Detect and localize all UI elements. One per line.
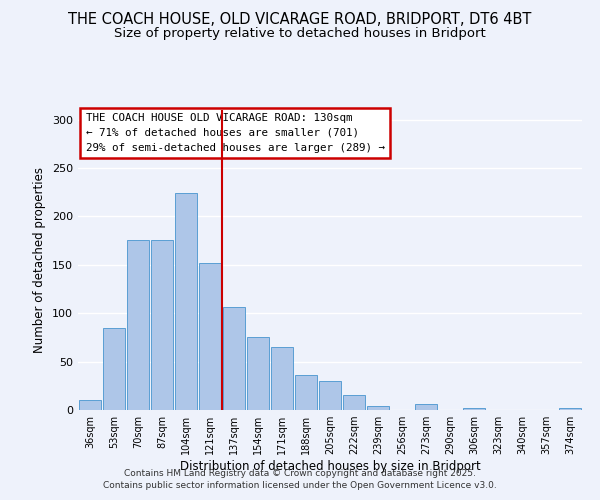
Text: Size of property relative to detached houses in Bridport: Size of property relative to detached ho… — [114, 28, 486, 40]
Bar — [79, 400, 101, 410]
Text: THE COACH HOUSE, OLD VICARAGE ROAD, BRIDPORT, DT6 4BT: THE COACH HOUSE, OLD VICARAGE ROAD, BRID… — [68, 12, 532, 28]
Bar — [247, 338, 269, 410]
Bar — [319, 381, 341, 410]
Bar — [271, 347, 293, 410]
Text: Contains public sector information licensed under the Open Government Licence v3: Contains public sector information licen… — [103, 481, 497, 490]
Text: Contains HM Land Registry data © Crown copyright and database right 2025.: Contains HM Land Registry data © Crown c… — [124, 468, 476, 477]
Bar — [415, 404, 437, 410]
Bar — [463, 408, 485, 410]
Bar — [199, 263, 221, 410]
Text: THE COACH HOUSE OLD VICARAGE ROAD: 130sqm
← 71% of detached houses are smaller (: THE COACH HOUSE OLD VICARAGE ROAD: 130sq… — [86, 113, 385, 152]
Bar — [103, 328, 125, 410]
Bar — [559, 408, 581, 410]
Bar — [127, 240, 149, 410]
Bar — [223, 308, 245, 410]
Bar — [367, 406, 389, 410]
Bar — [295, 375, 317, 410]
Y-axis label: Number of detached properties: Number of detached properties — [34, 167, 46, 353]
Bar — [151, 240, 173, 410]
Bar — [175, 193, 197, 410]
X-axis label: Distribution of detached houses by size in Bridport: Distribution of detached houses by size … — [179, 460, 481, 473]
Bar — [343, 396, 365, 410]
